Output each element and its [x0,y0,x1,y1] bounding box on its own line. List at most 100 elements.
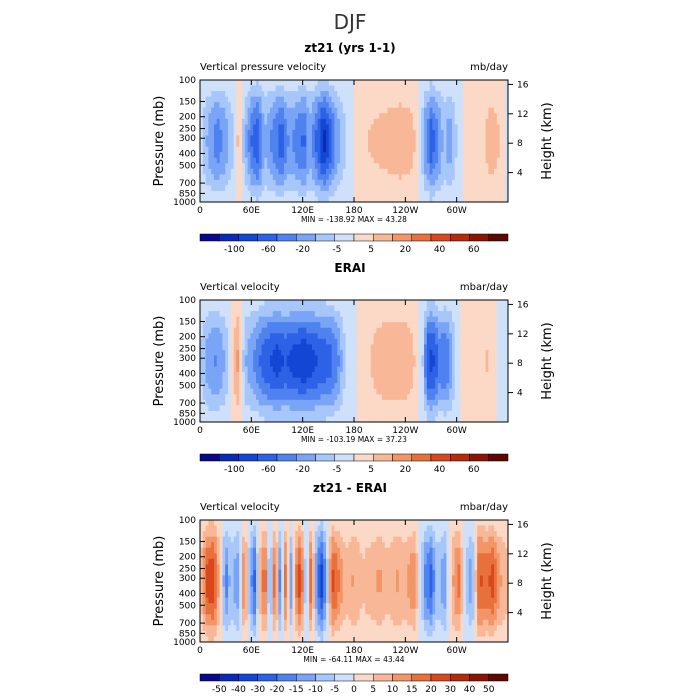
heatmap-cell [438,174,442,181]
heatmap-cell [407,322,411,329]
heatmap-cell [228,163,232,170]
heatmap-cell [216,383,220,390]
heatmap-cell [216,372,220,379]
heatmap-cell [272,361,276,367]
heatmap-cell [379,344,383,351]
heatmap-cell [410,333,414,340]
heatmap-cell [331,338,335,345]
heatmap-cell [429,113,433,120]
heatmap-cell [300,361,304,367]
height-tick-label: 4 [517,169,523,179]
heatmap-cell [393,163,397,170]
heatmap-cell [494,107,498,114]
heatmap-cell [222,416,226,423]
heatmap-cell [222,366,226,373]
heatmap-cell [320,416,324,423]
heatmap-cell [306,163,310,170]
heatmap-cell [286,405,290,412]
heatmap-cell [306,113,310,120]
heatmap-cell [275,174,279,181]
heatmap-cell [362,80,366,86]
heatmap-cell [410,394,414,401]
heatmap-cell [426,102,430,109]
heatmap-cell [370,141,374,147]
heatmap-cell [295,102,299,109]
heatmap-cell [317,344,321,351]
heatmap-cell [452,157,456,164]
heatmap-cell [275,366,279,373]
heatmap-cell [415,146,419,153]
heatmap-cell [250,168,254,175]
heatmap-cell [418,179,422,186]
heatmap-cell [205,118,209,125]
heatmap-cell [261,300,265,306]
heatmap-cell [320,316,324,323]
heatmap-cell [494,383,498,390]
heatmap-cell [429,366,433,373]
heatmap-cell [214,124,218,131]
heatmap-cell [236,96,240,103]
heatmap-cell [457,135,461,142]
heatmap-cell [398,305,402,312]
heatmap-cell [292,85,296,92]
heatmap-cell [379,146,383,153]
heatmap-cell [264,96,268,103]
heatmap-cell [281,372,285,379]
heatmap-cell [275,394,279,401]
heatmap-cell [200,174,204,181]
heatmap-cell [300,405,304,412]
heatmap-cell [340,388,344,395]
heatmap-cell [258,113,262,120]
heatmap-cell [216,355,220,362]
heatmap-cell [326,316,330,323]
heatmap-cell [474,344,478,351]
heatmap-cell [211,135,215,142]
heatmap-cell [331,96,335,103]
heatmap-cell [200,146,204,153]
heatmap-cell [348,96,352,103]
heatmap-cell [435,399,439,406]
heatmap-cell [373,327,377,334]
heatmap-cell [387,333,391,340]
heatmap-cell [264,322,268,329]
heatmap-cell [250,185,254,192]
heatmap-cell [356,327,360,334]
heatmap-cell [421,300,425,306]
heatmap-cell [494,399,498,406]
heatmap-cell [317,383,321,390]
heatmap-cell [284,338,288,345]
heatmap-cell [233,338,237,345]
heatmap-cell [376,80,380,86]
heatmap-cell [477,91,481,98]
heatmap-cell [228,311,232,318]
heatmap-cell [449,96,453,103]
heatmap-cell [286,394,290,401]
heatmap-cell [230,344,234,351]
heatmap-cell [354,141,358,147]
heatmap-cell [396,102,400,109]
heatmap-cell [281,168,285,175]
heatmap-cell [424,361,428,367]
heatmap-cell [331,361,335,367]
heatmap-cell [407,327,411,334]
heatmap-cell [205,416,209,423]
heatmap-cell [410,344,414,351]
heatmap-cell [390,157,394,164]
heatmap-cell [354,372,358,379]
heatmap-cell [424,102,428,109]
heatmap-cell [314,338,318,345]
heatmap-cell [435,190,439,197]
heatmap-cell [337,168,341,175]
heatmap-cell [222,372,226,379]
heatmap-cell [365,135,369,142]
heatmap-cell [233,322,237,329]
heatmap-cell [244,377,248,384]
heatmap-cell [331,305,335,312]
heatmap-cell [468,327,472,334]
heatmap-cell [289,107,293,114]
heatmap-cell [424,410,428,417]
heatmap-cell [295,388,299,395]
heatmap-cell [326,157,330,164]
heatmap-cell [463,311,467,318]
heatmap-cell [348,311,352,318]
